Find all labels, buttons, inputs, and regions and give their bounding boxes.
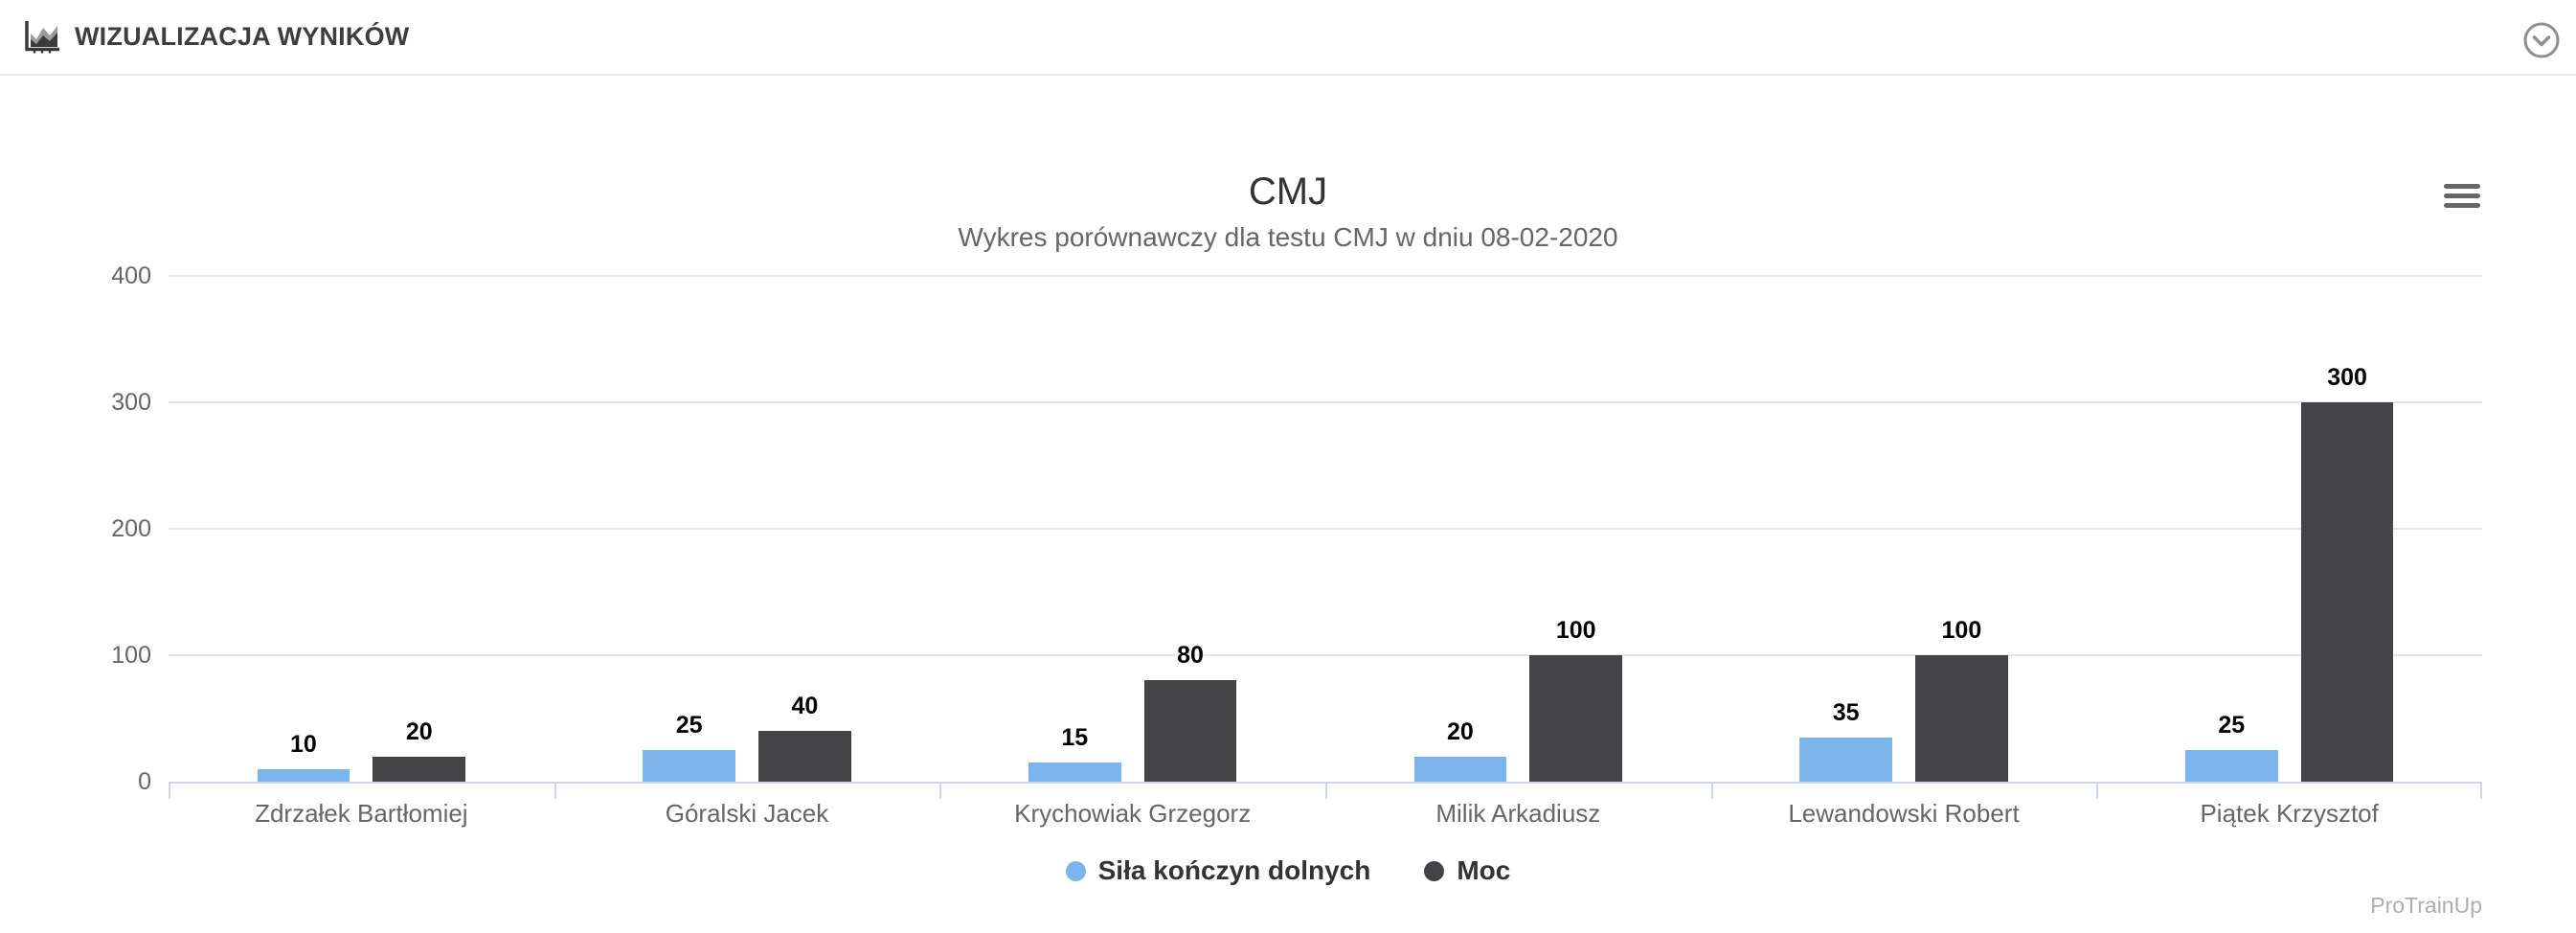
data-label: 25 — [675, 712, 703, 739]
x-axis-label: Piątek Krzysztof — [2200, 799, 2379, 828]
x-axis-tick — [939, 782, 942, 799]
legend-item[interactable]: Moc — [1424, 855, 1510, 886]
bar-series2[interactable] — [1915, 655, 2008, 782]
panel-header: WIZUALIZACJA WYNIKÓW — [0, 0, 2576, 76]
x-axis-label: Milik Arkadiusz — [1435, 799, 1601, 828]
y-axis-label: 0 — [138, 768, 151, 795]
legend-label: Moc — [1457, 855, 1511, 885]
chart-subtitle: Wykres porównawczy dla testu CMJ w dniu … — [958, 222, 1618, 252]
bar-series1[interactable] — [1799, 737, 1892, 782]
x-axis-tick — [554, 782, 556, 799]
y-axis-label: 200 — [111, 515, 151, 542]
data-label: 20 — [405, 717, 433, 745]
gridline — [169, 654, 2482, 656]
bar-series2[interactable] — [373, 756, 466, 782]
bar-series2[interactable] — [1143, 680, 1237, 782]
gridline — [169, 401, 2482, 403]
legend-label: Siła kończyn dolnych — [1097, 855, 1371, 885]
bar-series1[interactable] — [257, 768, 350, 782]
plot-area: 0 100 200 300 400 10 20 Zdrzałek Bartłomiej 25 40… — [111, 262, 2482, 828]
panel-title: WIZUALIZACJA WYNIKÓW — [75, 22, 410, 51]
bar-series1[interactable] — [2184, 750, 2278, 782]
bar-series1[interactable] — [643, 750, 735, 782]
x-axis-label: Lewandowski Robert — [1788, 799, 2020, 828]
x-axis-tick — [169, 782, 170, 799]
legend-item[interactable]: Siła kończyn dolnych — [1065, 855, 1371, 886]
data-label: 35 — [1832, 698, 1860, 726]
data-label: 100 — [1555, 617, 1596, 644]
x-axis-label: Góralski Jacek — [665, 799, 829, 828]
data-label: 300 — [2327, 364, 2367, 391]
collapse-panel-button[interactable] — [2522, 21, 2561, 59]
chevron-down-circle-icon — [2523, 22, 2560, 58]
chart-legend: Siła kończyn dolnych Moc — [0, 855, 2576, 886]
legend-marker — [1065, 860, 1086, 881]
x-axis-tick — [2096, 782, 2099, 799]
y-axis-label: 400 — [111, 262, 151, 289]
y-axis-label: 100 — [111, 642, 151, 669]
hamburger-menu-icon — [2444, 183, 2480, 189]
y-axis-label: 300 — [111, 389, 151, 416]
data-label: 15 — [1061, 724, 1089, 752]
data-label: 80 — [1177, 642, 1204, 670]
chart-title: CMJ — [1248, 171, 1328, 213]
data-label: 25 — [2218, 712, 2246, 739]
gridline — [169, 275, 2482, 277]
data-label: 10 — [290, 730, 317, 758]
legend-marker — [1424, 860, 1445, 881]
x-axis-tick — [1325, 782, 1327, 799]
x-axis-tick — [1710, 782, 1713, 799]
data-label: 20 — [1447, 717, 1474, 745]
x-axis-label: Zdrzałek Bartłomiej — [255, 799, 468, 828]
x-axis-label: Krychowiak Grzegorz — [1014, 799, 1252, 828]
bar-series1[interactable] — [1028, 762, 1121, 782]
bar-series1[interactable] — [1413, 756, 1507, 782]
bar-series2[interactable] — [758, 731, 851, 782]
area-chart-icon — [25, 20, 59, 53]
x-axis-tick — [2480, 782, 2482, 799]
brand-credit: ProTrainUp — [2370, 893, 2482, 918]
bar-series2[interactable] — [1529, 655, 1623, 782]
data-label: 40 — [791, 693, 819, 720]
data-label: 100 — [1941, 617, 1982, 644]
gridline — [169, 528, 2482, 530]
chart-export-menu-button[interactable] — [2440, 175, 2484, 216]
bar-series2[interactable] — [2300, 402, 2394, 782]
